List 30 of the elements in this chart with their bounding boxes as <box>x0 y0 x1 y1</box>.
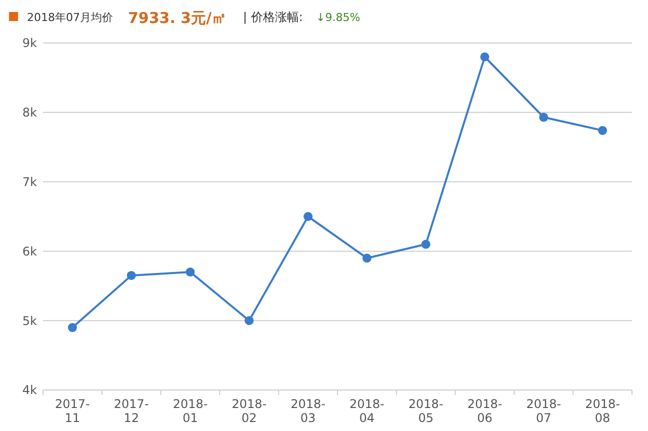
text: | 价格涨幅: <box>243 10 303 24</box>
y-tick-label: 9k <box>22 36 38 50</box>
x-tick-label: 2018-02 <box>232 397 267 425</box>
text: ↓9.85% <box>316 11 360 24</box>
chart-subtitle: 7933. 3元/㎡ <box>128 9 227 27</box>
point <box>480 52 490 62</box>
x-tick-label: 2018-06 <box>467 397 502 425</box>
x-tick-label: 2017-12 <box>114 397 149 425</box>
point <box>68 323 77 332</box>
y-tick-label: 5k <box>22 314 38 328</box>
y-tick-label: 8k <box>22 106 38 120</box>
point <box>362 254 372 263</box>
point <box>304 212 313 221</box>
point <box>186 268 195 277</box>
point <box>421 240 430 249</box>
point <box>598 126 608 135</box>
x-tick-label: 2018-04 <box>350 397 384 425</box>
y-tick-label: 7k <box>22 175 38 189</box>
x-tick-label: 2018-03 <box>290 397 326 425</box>
point <box>539 112 548 122</box>
x-tick-label: 2018-01 <box>172 397 208 425</box>
x-tick-label: 2017-11 <box>55 397 90 425</box>
x-tick-label: 2018-08 <box>585 397 620 425</box>
chart-title: 2018年07月均价 <box>27 11 113 24</box>
point <box>126 270 136 280</box>
x-tick-label: 2018-07 <box>526 397 562 425</box>
point <box>244 316 254 326</box>
y-tick-label: 6k <box>22 244 38 258</box>
x-tick-label: 2018-05 <box>408 397 444 425</box>
y-tick-label: 4k <box>22 383 38 398</box>
